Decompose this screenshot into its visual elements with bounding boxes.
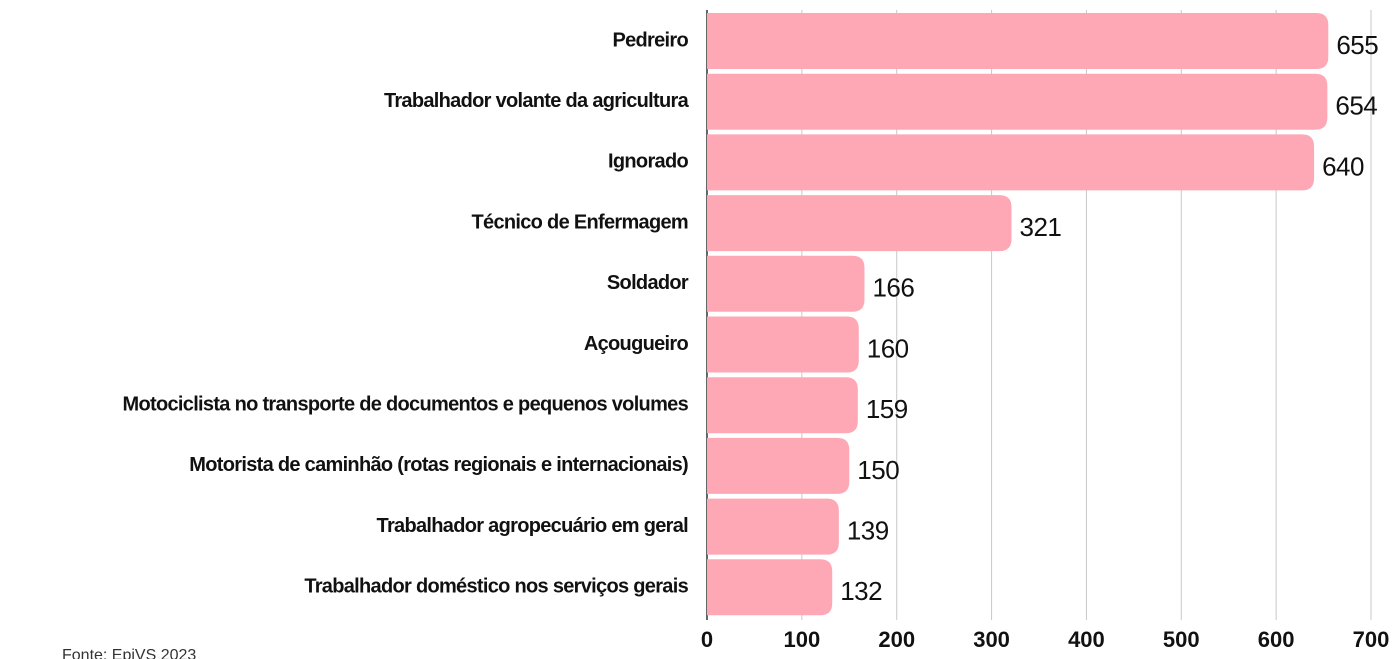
- value-label: 321: [1019, 212, 1061, 242]
- bar: [707, 255, 865, 312]
- value-label: 160: [867, 333, 909, 363]
- x-tick-label: 700: [1353, 627, 1390, 652]
- bar: [707, 73, 1328, 130]
- y-tick-label: Motociclista no transporte de documentos…: [123, 393, 689, 415]
- y-tick-label: Motorista de caminhão (rotas regionais e…: [189, 454, 688, 476]
- y-tick-label: Ignorado: [608, 151, 688, 173]
- value-label: 654: [1335, 91, 1377, 121]
- bar: [707, 377, 858, 434]
- value-label: 655: [1336, 30, 1378, 60]
- value-label: 150: [857, 455, 899, 485]
- y-tick-label: Açougueiro: [584, 333, 689, 355]
- value-label: 640: [1322, 151, 1364, 181]
- y-tick-label: Trabalhador agropecuário em geral: [377, 515, 689, 537]
- value-label: 159: [866, 394, 908, 424]
- value-label: 132: [840, 576, 882, 606]
- value-label: 139: [847, 515, 889, 545]
- x-tick-label: 300: [973, 627, 1010, 652]
- y-tick-label: Trabalhador volante da agricultura: [384, 90, 690, 112]
- y-tick-label: Trabalhador doméstico nos serviços gerai…: [304, 576, 688, 598]
- bar: [707, 13, 1329, 69]
- bar: [707, 316, 859, 373]
- x-tick-label: 600: [1258, 627, 1295, 652]
- value-label: 166: [872, 273, 914, 303]
- bar: [707, 134, 1315, 191]
- x-tick-label: 200: [878, 627, 915, 652]
- x-tick-label: 400: [1068, 627, 1105, 652]
- bar: [707, 437, 850, 494]
- x-tick-label: 500: [1163, 627, 1200, 652]
- source-note: Fonte: EpiVS 2023: [62, 647, 196, 659]
- y-tick-label: Soldador: [607, 272, 689, 294]
- bar: [707, 498, 839, 555]
- y-tick-label: Técnico de Enfermagem: [472, 211, 688, 233]
- bar: [707, 559, 833, 616]
- y-tick-label: Pedreiro: [612, 29, 688, 51]
- x-tick-label: 100: [783, 627, 820, 652]
- bar: [707, 195, 1012, 252]
- x-tick-label: 0: [701, 627, 713, 652]
